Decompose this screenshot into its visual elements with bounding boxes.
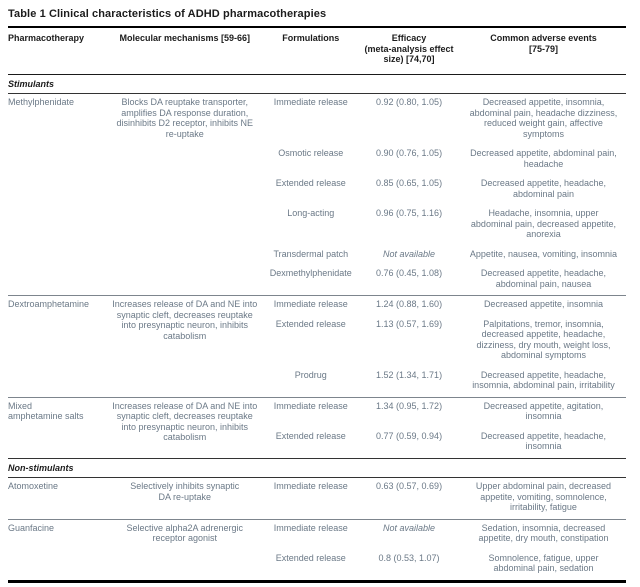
efficacy-cell: Not available [357, 518, 461, 550]
efficacy-cell: 0.76 (0.45, 1.08) [376, 268, 443, 278]
column-header: Formulations [264, 28, 358, 75]
efficacy-cell: 1.52 (1.34, 1.71) [376, 369, 443, 380]
efficacy-cell: 0.63 (0.57, 0.69) [376, 481, 443, 491]
adverse-events-cell: Decreased appetite, abdominal pain, head… [470, 148, 617, 169]
formulation-cell: Long-acting [287, 208, 335, 218]
formulation-cell: Immediate release [273, 481, 348, 491]
header-row: Pharmacotherapy Molecular mechanisms [59-… [8, 28, 626, 75]
table-body: Stimulants Methylphenidate Blocks DA reupt… [8, 73, 626, 582]
drug-name-cell: Methylphenidate [8, 97, 75, 107]
formulation-cell: Osmotic release [278, 148, 344, 158]
table-row: Atomoxetine Selectively inhibits synaptic… [8, 478, 626, 520]
drug-name-cell: Dextroamphetamine [8, 295, 106, 397]
mechanism-cell: Blocks DA reuptake transporter, amplifie… [116, 97, 254, 139]
section-row: Stimulants [8, 73, 626, 94]
formulation-cell: Immediate release [264, 396, 358, 428]
adverse-events-cell: Decreased appetite, agitation, insomnia [460, 396, 626, 428]
table-row: Guanfacine Selective alpha2A adrenergic r… [8, 518, 626, 581]
efficacy-cell: 0.8 (0.53, 1.07) [378, 552, 440, 563]
formulation-cell: Extended release [275, 552, 346, 563]
drug-name-cell: Guanfacine [8, 518, 106, 581]
efficacy-cell: 1.24 (0.88, 1.60) [357, 295, 461, 316]
table-row: Osmotic release 0.90 (0.76, 1.05) Decrease… [8, 145, 626, 175]
adverse-events-cell: Headache, insomnia, upper abdominal pain… [470, 208, 617, 239]
adverse-events-cell: Upper abdominal pain, decreased appetite… [475, 481, 612, 512]
adverse-events-cell: Decreased appetite, headache, insomnia, … [472, 369, 615, 391]
formulation-cell: Transdermal patch [273, 248, 349, 259]
efficacy-cell: 0.85 (0.65, 1.05) [376, 178, 443, 188]
mechanism-cell: Increases release of DA and NE into syna… [105, 396, 265, 458]
formulation-cell: Immediate release [264, 518, 358, 550]
formulation-cell: Extended release [275, 318, 346, 329]
table-row: Dextroamphetamine Increases release of DA… [8, 295, 626, 397]
section-label: Stimulants [8, 73, 626, 94]
mechanism-cell: Selective alpha2A adrenergic receptor ag… [105, 518, 265, 581]
table-row: Extended release 1.13 (0.57, 1.69) Palpita… [8, 316, 626, 367]
column-header: Efficacy (meta-analysis effect size) [74… [357, 28, 461, 75]
table-header: Pharmacotherapy Molecular mechanisms [59-… [8, 28, 626, 75]
table-row: Transdermal patch Not available Appetite, … [8, 246, 626, 266]
table-title: Table 1 Clinical characteristics of ADHD… [8, 5, 626, 28]
adverse-events-cell: Somnolence, fatigue, upper abdominal pai… [488, 552, 599, 574]
efficacy-cell: 0.96 (0.75, 1.16) [376, 208, 443, 218]
formulation-cell: Extended release [275, 178, 346, 188]
adverse-events-cell: Sedation, insomnia, decreased appetite, … [460, 518, 626, 550]
adverse-events-cell: Palpitations, tremor, insomnia, decrease… [476, 318, 611, 361]
formulation-cell: Immediate release [264, 295, 358, 316]
efficacy-cell: Not available [383, 248, 436, 259]
adverse-events-cell: Decreased appetite, insomnia, abdominal … [469, 97, 618, 139]
efficacy-cell: 1.13 (0.57, 1.69) [376, 318, 443, 329]
table-row: Mixed amphetamine salts Increases release… [8, 396, 626, 458]
adverse-events-cell: Decreased appetite, insomnia [460, 295, 626, 316]
drug-name-cell: Atomoxetine [8, 481, 59, 491]
formulation-cell: Dexmethylphenidate [269, 268, 352, 278]
efficacy-cell: 0.90 (0.76, 1.05) [376, 148, 443, 158]
table-row: Extended release 0.85 (0.65, 1.05) Decreas… [8, 175, 626, 205]
table-row: Extended release 0.8 (0.53, 1.07) Somnolen… [8, 550, 626, 582]
adverse-events-cell: Decreased appetite, headache, abdominal … [480, 268, 607, 289]
formulation-cell: Extended release [275, 430, 346, 441]
table-row: Methylphenidate Blocks DA reuptake transp… [8, 94, 626, 146]
table-row: Long-acting 0.96 (0.75, 1.16) Headache, in… [8, 205, 626, 246]
section-label: Non-stimulants [8, 457, 626, 478]
column-header: Pharmacotherapy [8, 28, 106, 75]
mechanism-cell: Selectively inhibits synaptic DA re-upta… [130, 481, 240, 502]
formulation-cell: Immediate release [273, 97, 348, 107]
drug-name-cell: Mixed amphetamine salts [8, 396, 106, 458]
adverse-events-cell: Decreased appetite, headache, abdominal … [480, 178, 607, 199]
efficacy-cell: 0.92 (0.80, 1.05) [376, 97, 443, 107]
adverse-events-cell: Decreased appetite, headache, insomnia [480, 430, 607, 452]
section-row: Non-stimulants [8, 457, 626, 478]
table-row: Dexmethylphenidate 0.76 (0.45, 1.08) Decre… [8, 265, 626, 296]
table-row: Extended release 0.77 (0.59, 0.94) Decreas… [8, 428, 626, 459]
pharmacotherapy-table: Pharmacotherapy Molecular mechanisms [59-… [8, 28, 626, 583]
column-header: Molecular mechanisms [59-66] [105, 28, 265, 75]
formulation-cell: Prodrug [294, 369, 327, 380]
adverse-events-cell: Appetite, nausea, vomiting, insomnia [469, 248, 618, 259]
table-row: Prodrug 1.52 (1.34, 1.71) Decreased appeti… [8, 367, 626, 398]
mechanism-cell: Increases release of DA and NE into syna… [105, 295, 265, 397]
column-header: Common adverse events [75-79] [460, 28, 626, 75]
efficacy-cell: 1.34 (0.95, 1.72) [357, 396, 461, 428]
efficacy-cell: 0.77 (0.59, 0.94) [376, 430, 443, 441]
